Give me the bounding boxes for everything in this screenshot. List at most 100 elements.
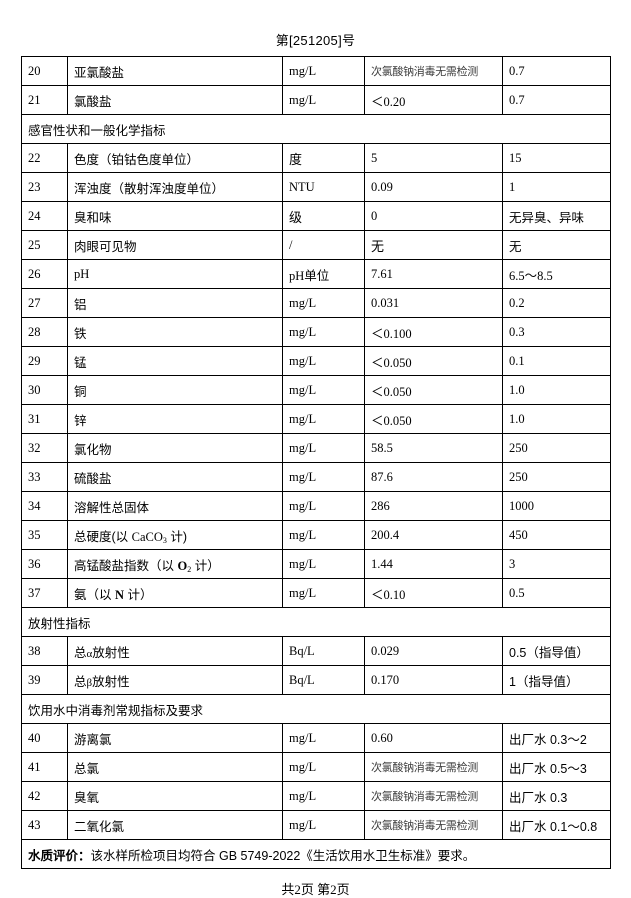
standard-limit-value: 0.7 xyxy=(502,85,611,115)
row-number: 27 xyxy=(21,288,68,318)
row-number: 33 xyxy=(21,462,68,492)
standard-limit-value: 出厂水 0.3～2 xyxy=(502,723,611,753)
test-item-unit: / xyxy=(282,230,365,260)
test-result-value: ＜0.050 xyxy=(364,404,503,434)
test-item-unit: pH单位 xyxy=(282,259,365,289)
table-row: 27 铝 mg/L 0.031 0.2 xyxy=(21,288,611,318)
section-title: 放射性指标 xyxy=(21,607,611,637)
standard-limit-value: 出厂水 0.1～0.8 xyxy=(502,810,611,840)
standard-limit-value: 无 xyxy=(502,230,611,260)
standard-limit-value: 出厂水 0.5～3 xyxy=(502,752,611,782)
test-result-value: ＜0.050 xyxy=(364,346,503,376)
test-item-unit: 度 xyxy=(282,143,365,173)
test-item-unit: Bq/L xyxy=(282,665,365,695)
standard-limit-value: 无异臭、异味 xyxy=(502,201,611,231)
table-body: 20 亚氯酸盐 mg/L 次氯酸钠消毒无需检测 0.7 21 氯酸盐 mg/L ＜0.20 0.7… xyxy=(21,56,611,869)
standard-limit-value: 6.5～8.5 xyxy=(502,259,611,289)
table-row: 31 锌 mg/L ＜0.050 1.0 xyxy=(21,404,611,434)
row-number: 41 xyxy=(21,752,68,782)
test-result-value: ＜0.100 xyxy=(364,317,503,347)
row-number: 35 xyxy=(21,520,68,550)
test-item-unit: mg/L xyxy=(282,462,365,492)
row-number: 40 xyxy=(21,723,68,753)
standard-limit-value: 1（指导值） xyxy=(502,665,611,695)
row-number: 20 xyxy=(21,56,68,86)
test-item-unit: mg/L xyxy=(282,491,365,521)
test-item-name: 锰 xyxy=(67,346,283,376)
standard-limit-value: 出厂水 0.3 xyxy=(502,781,611,811)
table-section-row: 放射性指标 xyxy=(21,607,611,637)
test-item-unit: mg/L xyxy=(282,404,365,434)
row-number: 34 xyxy=(21,491,68,521)
test-item-name: 浑浊度（散射浑浊度单位） xyxy=(67,172,283,202)
row-number: 32 xyxy=(21,433,68,463)
table-row: 29 锰 mg/L ＜0.050 0.1 xyxy=(21,346,611,376)
standard-limit-value: 0.3 xyxy=(502,317,611,347)
test-result-value: 200.4 xyxy=(364,520,503,550)
test-item-name: 硫酸盐 xyxy=(67,462,283,492)
table-row: 33 硫酸盐 mg/L 87.6 250 xyxy=(21,462,611,492)
row-number: 21 xyxy=(21,85,68,115)
test-result-value: 7.61 xyxy=(364,259,503,289)
standard-limit-value: 1.0 xyxy=(502,404,611,434)
standard-limit-value: 1 xyxy=(502,172,611,202)
table-row: 35 总硬度(以 CaCO3 计) mg/L 200.4 450 xyxy=(21,520,611,550)
test-result-value: 次氯酸钠消毒无需检测 xyxy=(364,752,503,782)
test-item-name: 溶解性总固体 xyxy=(67,491,283,521)
test-result-value: 0.09 xyxy=(364,172,503,202)
test-result-value: ＜0.10 xyxy=(364,578,503,608)
test-item-unit: mg/L xyxy=(282,752,365,782)
table-section-row: 饮用水中消毒剂常规指标及要求 xyxy=(21,694,611,724)
test-result-value: 次氯酸钠消毒无需检测 xyxy=(364,781,503,811)
test-result-value: 87.6 xyxy=(364,462,503,492)
row-number: 22 xyxy=(21,143,68,173)
test-item-name: 总硬度(以 CaCO3 计) xyxy=(67,520,283,550)
water-quality-table: 20 亚氯酸盐 mg/L 次氯酸钠消毒无需检测 0.7 21 氯酸盐 mg/L ＜0.20 0.7… xyxy=(21,56,611,869)
table-row: 30 铜 mg/L ＜0.050 1.0 xyxy=(21,375,611,405)
table-row: 22 色度（铂钴色度单位）度 5 15 xyxy=(21,143,611,173)
test-item-unit: NTU xyxy=(282,172,365,202)
table-row: 36 高锰酸盐指数（以 O2 计） mg/L 1.44 3 xyxy=(21,549,611,579)
pagination-label: 共2页 第2页 xyxy=(281,882,350,897)
row-number: 31 xyxy=(21,404,68,434)
standard-limit-value: 1.0 xyxy=(502,375,611,405)
test-item-unit: mg/L xyxy=(282,781,365,811)
test-item-unit: mg/L xyxy=(282,317,365,347)
standard-limit-value: 0.7 xyxy=(502,56,611,86)
page-footer: 共2页 第2页 xyxy=(0,869,631,898)
test-item-name: 氯酸盐 xyxy=(67,85,283,115)
test-item-name: 氯化物 xyxy=(67,433,283,463)
row-number: 39 xyxy=(21,665,68,695)
row-number: 36 xyxy=(21,549,68,579)
test-item-name: 铜 xyxy=(67,375,283,405)
test-item-name: 臭和味 xyxy=(67,201,283,231)
row-number: 24 xyxy=(21,201,68,231)
table-row: 42 臭氧 mg/L 次氯酸钠消毒无需检测 出厂水 0.3 xyxy=(21,781,611,811)
test-item-name: 亚氯酸盐 xyxy=(67,56,283,86)
test-item-unit: mg/L xyxy=(282,288,365,318)
test-item-name: 锌 xyxy=(67,404,283,434)
test-item-unit: 级 xyxy=(282,201,365,231)
test-result-value: 次氯酸钠消毒无需检测 xyxy=(364,56,503,86)
standard-limit-value: 450 xyxy=(502,520,611,550)
row-number: 23 xyxy=(21,172,68,202)
test-item-unit: mg/L xyxy=(282,520,365,550)
table-row: 32 氯化物 mg/L 58.5 250 xyxy=(21,433,611,463)
row-number: 25 xyxy=(21,230,68,260)
table-row: 38 总α放射性 Bq/L 0.029 0.5（指导值） xyxy=(21,636,611,666)
test-result-value: 1.44 xyxy=(364,549,503,579)
standard-limit-value: 0.5 xyxy=(502,578,611,608)
test-item-name: pH xyxy=(67,259,283,289)
standard-limit-value: 250 xyxy=(502,433,611,463)
evaluation-text: 该水样所检项目均符合 GB 5749-2022《生活饮用水卫生标准》要求。 xyxy=(90,848,476,863)
row-number: 29 xyxy=(21,346,68,376)
test-item-name: 总α放射性 xyxy=(67,636,283,666)
table-row: 37 氨（以 N 计） mg/L ＜0.10 0.5 xyxy=(21,578,611,608)
row-number: 26 xyxy=(21,259,68,289)
test-result-value: 0.031 xyxy=(364,288,503,318)
test-item-name: 高锰酸盐指数（以 O2 计） xyxy=(67,549,283,579)
table-row: 41 总氯 mg/L 次氯酸钠消毒无需检测 出厂水 0.5～3 xyxy=(21,752,611,782)
water-quality-evaluation: 水质评价：该水样所检项目均符合 GB 5749-2022《生活饮用水卫生标准》要… xyxy=(21,839,611,869)
table-row: 28 铁 mg/L ＜0.100 0.3 xyxy=(21,317,611,347)
test-result-value: 无 xyxy=(364,230,503,260)
